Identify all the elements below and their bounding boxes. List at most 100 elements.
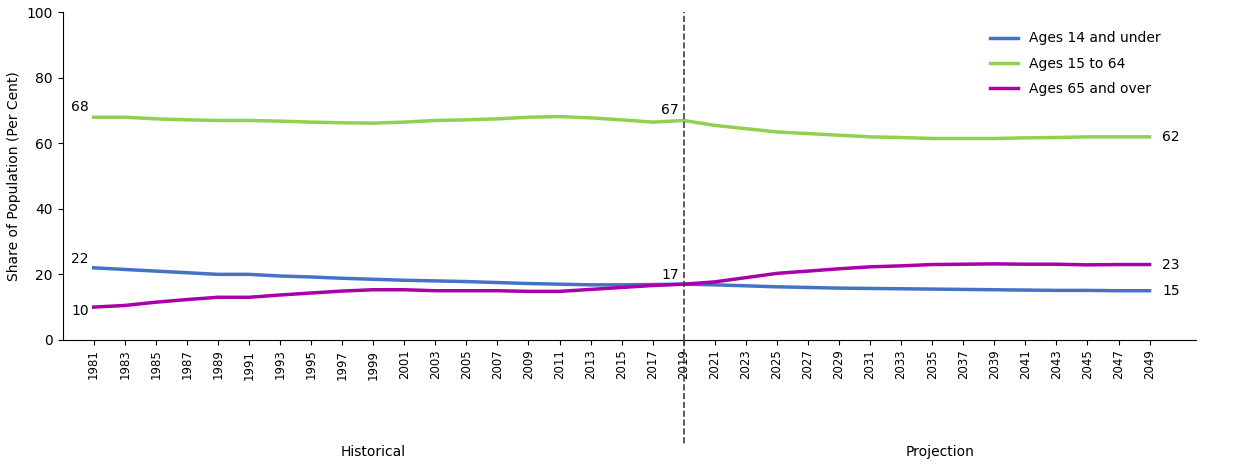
Ages 65 and over [1080, 262, 1095, 268]
Ages 14 and under [1049, 287, 1064, 293]
Ages 14 and under [552, 281, 567, 287]
Ages 65 and over [739, 275, 754, 280]
Ages 65 and over [925, 261, 939, 267]
Ages 65 and over [677, 281, 692, 287]
Ages 15 to 64 [179, 117, 194, 123]
Ages 15 to 64 [1018, 135, 1033, 141]
Ages 65 and over [645, 283, 660, 288]
Ages 15 to 64 [583, 115, 598, 121]
Ages 15 to 64 [521, 114, 536, 120]
Text: Historical: Historical [340, 445, 406, 459]
Ages 14 and under [770, 284, 785, 290]
Ages 15 to 64 [956, 135, 971, 141]
Ages 14 and under [117, 267, 132, 272]
Text: 67: 67 [662, 103, 679, 117]
Ages 15 to 64 [211, 118, 226, 123]
Ages 14 and under [1111, 288, 1126, 294]
Ages 15 to 64 [459, 117, 473, 123]
Line: Ages 15 to 64: Ages 15 to 64 [93, 117, 1150, 138]
Ages 15 to 64 [677, 118, 692, 123]
Ages 14 and under [1080, 287, 1095, 293]
Ages 14 and under [708, 282, 723, 287]
Ages 15 to 64 [1143, 134, 1158, 140]
Ages 65 and over [490, 288, 505, 294]
Text: 22: 22 [71, 252, 88, 266]
Ages 15 to 64 [831, 132, 846, 138]
Ages 14 and under [739, 283, 754, 289]
Text: 10: 10 [71, 304, 88, 318]
Line: Ages 14 and under: Ages 14 and under [93, 268, 1150, 291]
Text: 68: 68 [71, 100, 88, 114]
Ages 65 and over [86, 304, 101, 310]
Ages 15 to 64 [645, 119, 660, 125]
Ages 15 to 64 [1080, 134, 1095, 140]
Ages 65 and over [396, 287, 411, 293]
Ages 14 and under [925, 286, 939, 292]
Ages 65 and over [1111, 261, 1126, 267]
Ages 65 and over [304, 290, 319, 296]
Ages 15 to 64 [987, 135, 1002, 141]
Ages 15 to 64 [893, 135, 908, 140]
Ages 14 and under [956, 287, 971, 292]
Ages 14 and under [148, 268, 163, 274]
Text: 62: 62 [1163, 130, 1180, 144]
Ages 65 and over [583, 287, 598, 292]
Ages 65 and over [1018, 261, 1033, 267]
Ages 65 and over [211, 295, 226, 300]
Ages 14 and under [987, 287, 1002, 293]
Ages 15 to 64 [770, 129, 785, 135]
Ages 65 and over [800, 268, 815, 274]
Ages 14 and under [614, 282, 629, 287]
Ages 15 to 64 [708, 123, 723, 128]
Ages 65 and over [987, 261, 1002, 267]
Ages 14 and under [645, 282, 660, 287]
Ages 15 to 64 [862, 134, 877, 140]
Ages 14 and under [1018, 287, 1033, 293]
Ages 65 and over [179, 297, 194, 303]
Ages 65 and over [459, 288, 473, 294]
Ages 15 to 64 [1049, 135, 1064, 140]
Ages 15 to 64 [86, 114, 101, 120]
Ages 14 and under [1143, 288, 1158, 294]
Ages 15 to 64 [335, 120, 350, 126]
Ages 14 and under [831, 285, 846, 291]
Legend: Ages 14 and under, Ages 15 to 64, Ages 65 and over: Ages 14 and under, Ages 15 to 64, Ages 6… [984, 26, 1166, 101]
Ages 15 to 64 [800, 131, 815, 136]
Ages 15 to 64 [739, 126, 754, 132]
Ages 65 and over [770, 270, 785, 276]
Ages 14 and under [862, 286, 877, 291]
Ages 65 and over [427, 288, 442, 294]
Ages 65 and over [708, 279, 723, 285]
Text: 15: 15 [1163, 284, 1180, 298]
Ages 65 and over [552, 288, 567, 294]
Ages 65 and over [117, 303, 132, 308]
Text: 17: 17 [662, 268, 679, 282]
Ages 14 and under [459, 279, 473, 285]
Ages 15 to 64 [304, 119, 319, 125]
Ages 15 to 64 [148, 116, 163, 122]
Ages 14 and under [304, 274, 319, 280]
Ages 65 and over [148, 299, 163, 305]
Ages 14 and under [893, 286, 908, 292]
Ages 65 and over [862, 264, 877, 270]
Ages 15 to 64 [365, 120, 380, 126]
Ages 14 and under [396, 278, 411, 283]
Y-axis label: Share of Population (Per Cent): Share of Population (Per Cent) [7, 71, 21, 281]
Ages 15 to 64 [490, 116, 505, 122]
Ages 65 and over [273, 292, 288, 298]
Ages 14 and under [677, 281, 692, 287]
Text: Projection: Projection [906, 445, 974, 459]
Ages 14 and under [86, 265, 101, 270]
Ages 14 and under [365, 277, 380, 282]
Ages 65 and over [242, 295, 257, 300]
Ages 15 to 64 [614, 117, 629, 123]
Ages 14 and under [490, 280, 505, 286]
Ages 15 to 64 [242, 118, 257, 123]
Ages 65 and over [365, 287, 380, 293]
Ages 15 to 64 [925, 135, 939, 141]
Ages 14 and under [273, 273, 288, 279]
Ages 15 to 64 [1111, 134, 1126, 140]
Ages 14 and under [211, 271, 226, 277]
Ages 14 and under [521, 281, 536, 287]
Ages 65 and over [1143, 261, 1158, 267]
